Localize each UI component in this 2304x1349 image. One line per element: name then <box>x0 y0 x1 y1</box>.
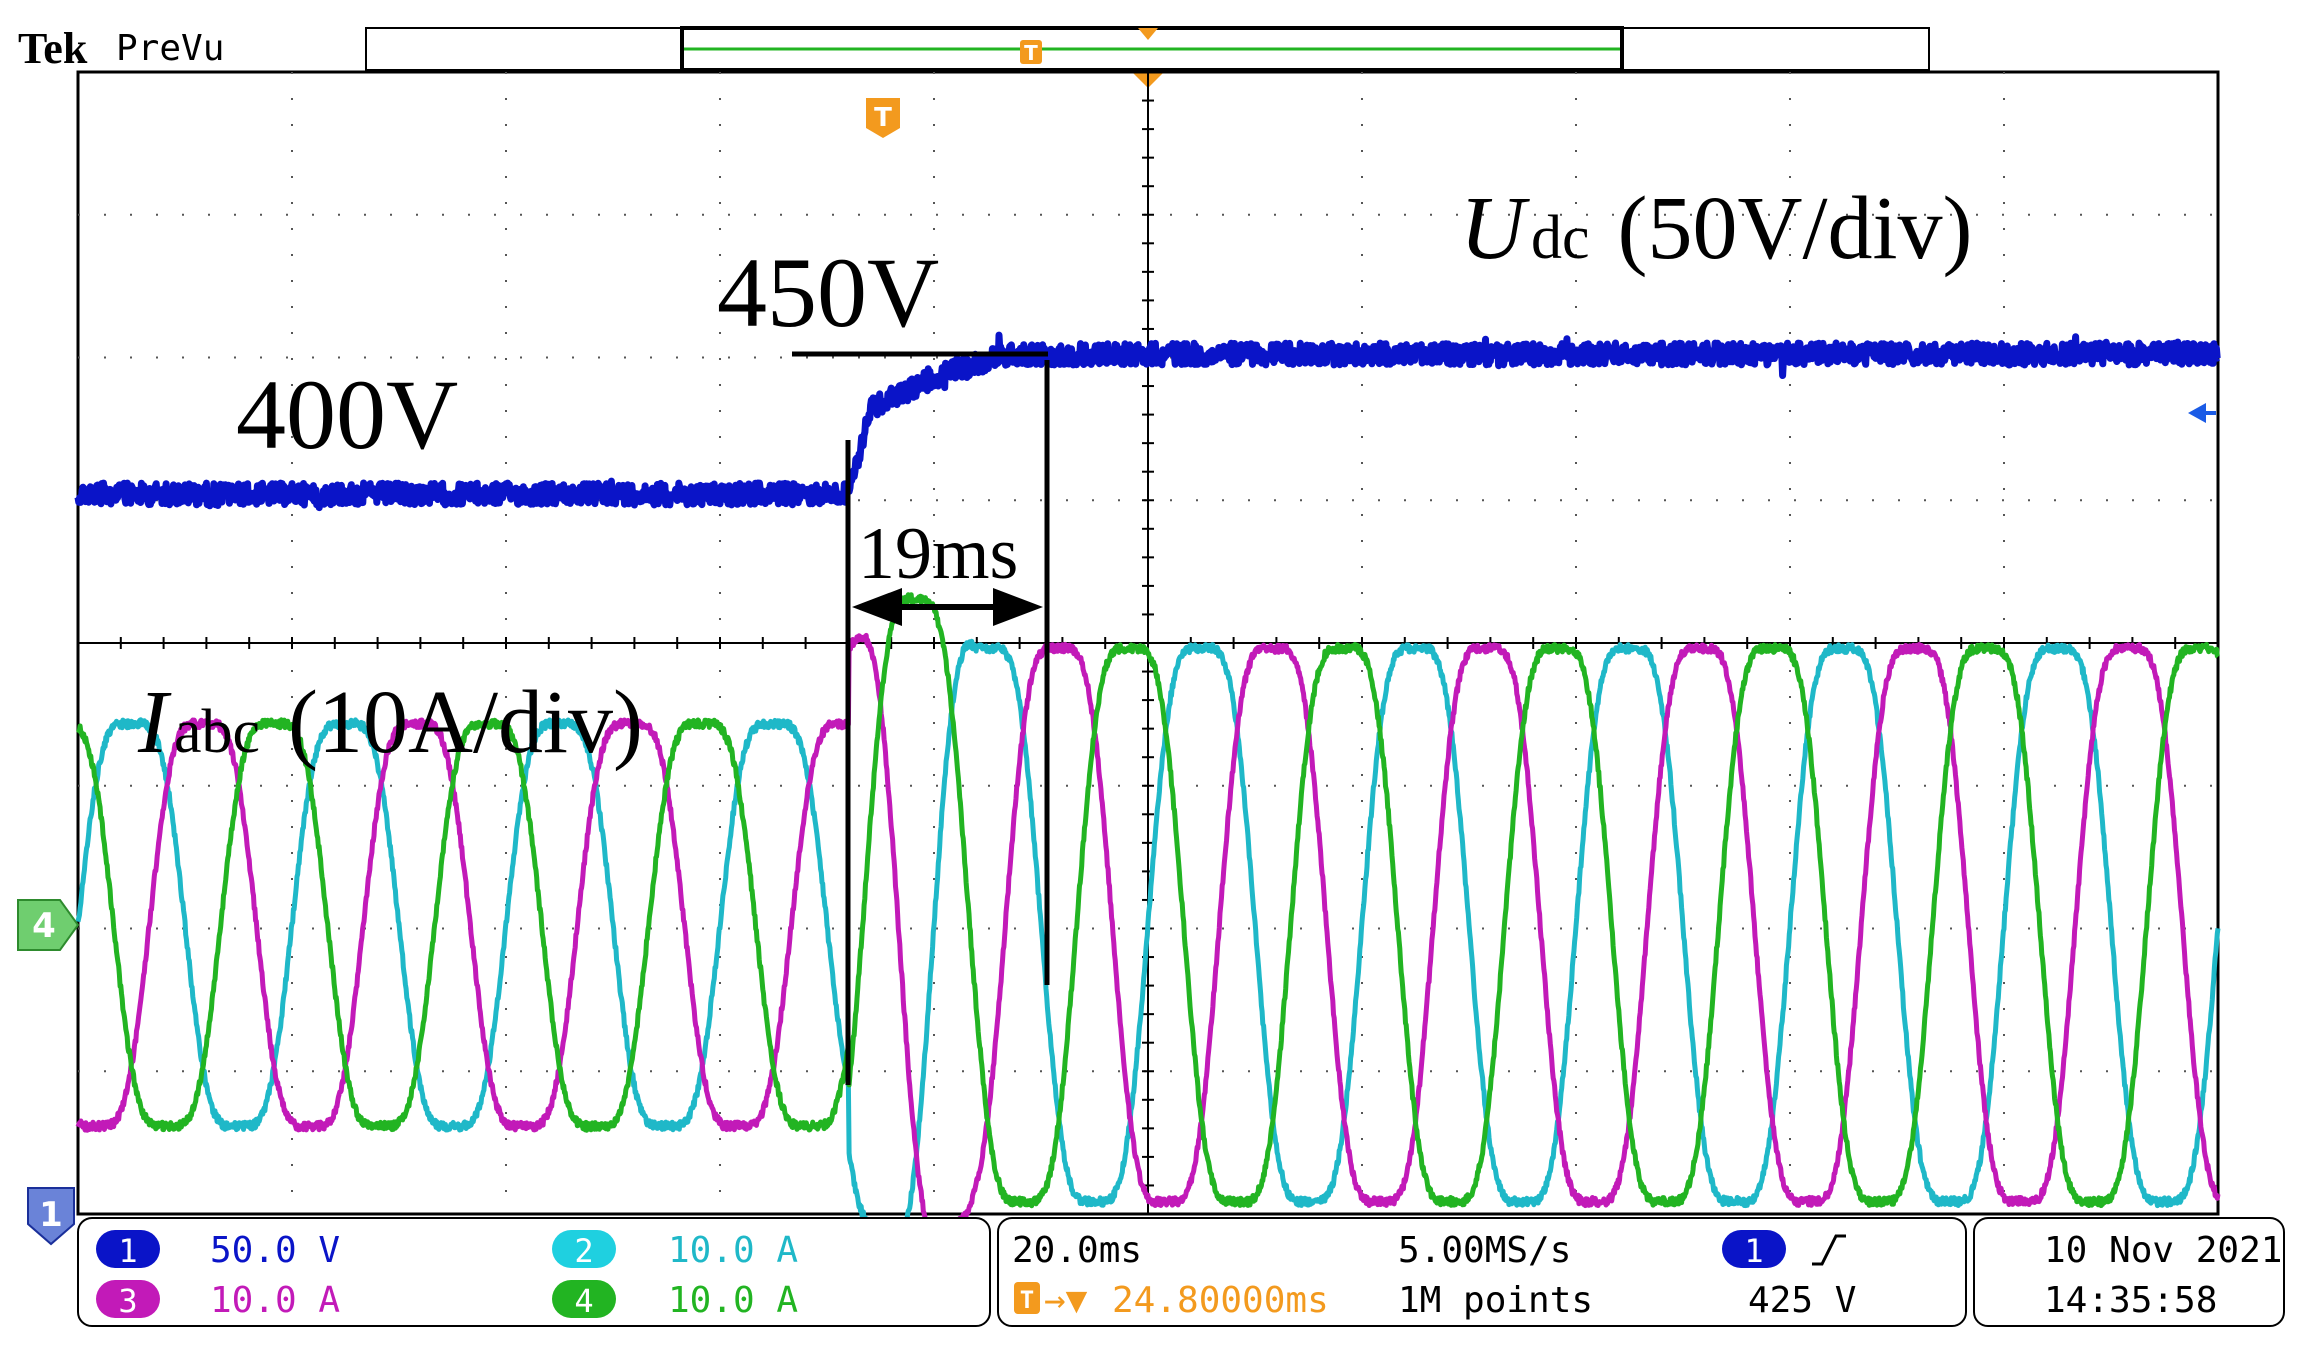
mode-label: PreVu <box>116 28 224 69</box>
ch2-badge[interactable] <box>552 1230 616 1268</box>
trigger-pos-icon-letter: T <box>1020 1286 1034 1314</box>
ch1-badge-number: 1 <box>118 1232 137 1270</box>
channel-panel <box>77 1217 991 1327</box>
trigger-level: 425 V <box>1748 1280 1856 1321</box>
duration-arrow <box>852 588 1043 626</box>
trigger-position-icon <box>866 98 900 138</box>
time: 14:35:58 <box>2044 1280 2217 1321</box>
ch4-reference-label: 4 <box>32 906 56 946</box>
settling-time-label: 19ms <box>858 513 1018 595</box>
ch2-scale: 10.0 A <box>668 1230 798 1271</box>
trigger-position: 24.80000ms <box>1112 1280 1329 1321</box>
overview-trigger-icon <box>1020 40 1042 64</box>
udc-trace <box>74 331 2221 512</box>
trigger-position-letter: T <box>874 103 892 133</box>
ch1-badge[interactable] <box>96 1230 160 1268</box>
iabc-label: Iabc (10A/div) <box>137 673 643 772</box>
trigger-position-marker: T <box>866 98 900 138</box>
ch1-scale: 50.0 V <box>210 1230 340 1271</box>
annotations: Udc (50V/div) Iabc (10A/div) 400V 450V 19m… <box>137 179 1972 1085</box>
current-trace-ib <box>75 632 2221 1248</box>
ch1-reference-marker[interactable]: 1 <box>27 1187 75 1246</box>
ch4-reference-marker[interactable]: 4 <box>17 899 80 951</box>
ch3-badge[interactable] <box>96 1280 160 1318</box>
current-trace-ic <box>75 592 2220 1209</box>
ch2-badge-number: 2 <box>574 1232 593 1270</box>
ch4-badge[interactable] <box>552 1280 616 1318</box>
overview-trigger-letter: T <box>1024 41 1038 65</box>
voltage-400-label: 400V <box>236 359 458 470</box>
brand-label: Tek <box>18 24 88 73</box>
ch3-scale: 10.0 A <box>210 1280 340 1321</box>
ch4-scale: 10.0 A <box>668 1280 798 1321</box>
ch1-reference-label: 1 <box>39 1195 63 1235</box>
trigger-pos-icon <box>1014 1282 1040 1314</box>
date: 10 Nov 2021 <box>2044 1230 2282 1271</box>
udc-label: Udc (50V/div) <box>1460 179 1972 278</box>
overview-center-marker <box>1138 28 1158 40</box>
record-length: 1M points <box>1398 1280 1593 1321</box>
ch4-badge-number: 4 <box>574 1282 593 1320</box>
rising-edge-icon <box>1812 1234 1846 1266</box>
trigger-level-arrow-icon <box>2188 403 2206 423</box>
waveform-traces <box>74 331 2221 1251</box>
trigger-pos-arrow-icon: →▼ <box>1044 1280 1088 1321</box>
ch3-badge-number: 3 <box>118 1282 137 1320</box>
record-overview-bar: T <box>365 26 1930 88</box>
graticule <box>76 70 2220 1216</box>
status-bar: 1 50.0 V 2 10.0 A 3 10.0 A 4 10.0 A 20.0… <box>77 1217 2285 1327</box>
trigger-source-number: 1 <box>1744 1232 1763 1270</box>
timebase-value: 20.0ms <box>1012 1230 1142 1271</box>
voltage-450-label: 450V <box>717 237 939 348</box>
trigger-source-badge[interactable] <box>1722 1230 1786 1268</box>
current-trace-ia <box>75 638 2221 1251</box>
datetime-panel <box>1973 1217 2285 1327</box>
sample-rate: 5.00MS/s <box>1398 1230 1571 1271</box>
